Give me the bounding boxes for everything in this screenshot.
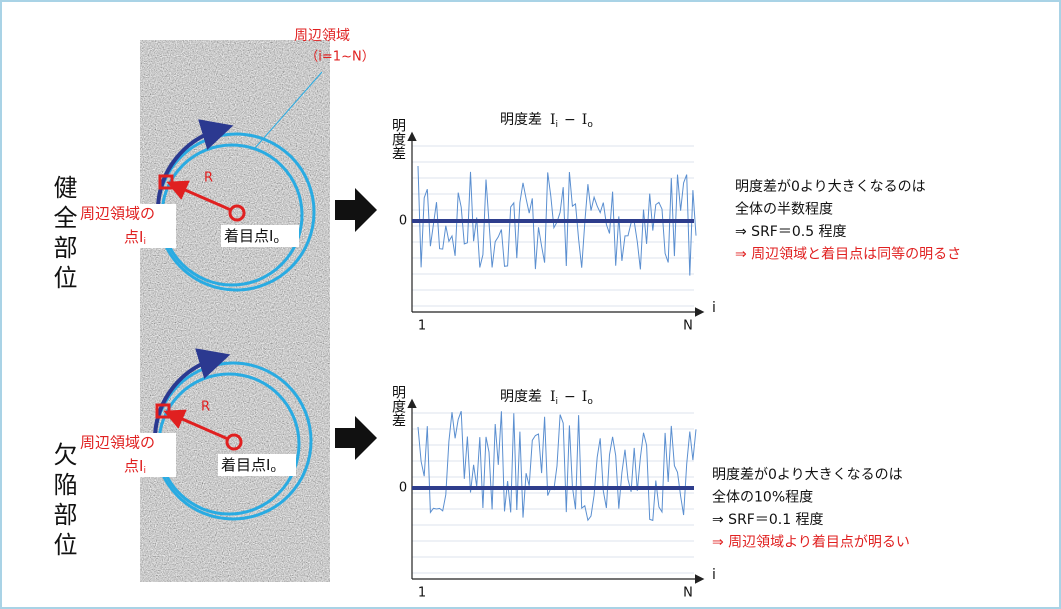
x-start-label: 1 — [418, 586, 426, 601]
x-end-label: N — [683, 319, 693, 334]
y-axis-label: 明度差 — [390, 385, 406, 427]
x-start-label: 1 — [418, 319, 426, 334]
region-range: （i=1~N） — [305, 50, 374, 65]
focus-label-sub: o — [273, 236, 279, 246]
note: 全体の半数程度 — [735, 201, 833, 218]
section-heading: 欠陥部位 — [49, 442, 77, 562]
surface-image — [140, 40, 330, 582]
point-label-sub: i — [143, 237, 146, 247]
point-label: 周辺領域の — [80, 205, 155, 223]
radius-label: R — [204, 171, 213, 186]
focus-label-sub: o — [270, 465, 276, 475]
zero-label: 0 — [399, 481, 407, 496]
note: 全体の10%程度 — [712, 489, 813, 506]
note: ⇒ SRF＝0.5 程度 — [735, 224, 847, 240]
focus-label: 着目点Io — [221, 456, 276, 475]
note: 明度差が0より大きくなるのは — [712, 467, 903, 483]
chart-title-sub: i — [556, 397, 559, 407]
diagram: 周辺領域 （i=1~N） 健全部位R周辺領域の点Ii着目点Io明度差Ii−Io明… — [0, 0, 1061, 609]
x-axis-label: i — [712, 300, 716, 316]
note: 明度差が0より大きくなるのは — [735, 179, 926, 195]
note: ⇒ 周辺領域より着目点が明るい — [712, 534, 910, 551]
chart-title-minus: − — [564, 389, 576, 405]
point-label: 点Ii — [124, 228, 146, 247]
chart-title-minus: − — [564, 112, 576, 128]
section-heading: 健全部位 — [49, 175, 77, 295]
chart-title-text: 明度差 — [500, 389, 542, 405]
focus-label-main: 着目点I — [224, 227, 273, 245]
chart-title-sub: i — [556, 120, 559, 130]
point-label-sub: i — [143, 466, 146, 476]
radius-label: R — [201, 400, 210, 415]
point-label-main: 点I — [124, 228, 143, 246]
focus-label: 着目点Io — [224, 227, 279, 246]
chart-title-sub: o — [587, 397, 593, 407]
zero-label: 0 — [399, 214, 407, 229]
x-axis-label: i — [712, 567, 716, 583]
note: ⇒ SRF＝0.1 程度 — [712, 512, 824, 528]
note: ⇒ 周辺領域と着目点は同等の明るさ — [735, 246, 961, 263]
point-label: 周辺領域の — [80, 434, 155, 452]
point-label-main: 点I — [124, 457, 143, 475]
focus-label-main: 着目点I — [221, 456, 270, 474]
point-label: 点Ii — [124, 457, 146, 476]
chart-title-text: 明度差 — [500, 112, 542, 128]
x-end-label: N — [683, 586, 693, 601]
y-axis-label: 明度差 — [390, 118, 406, 160]
region-label: 周辺領域 — [294, 27, 350, 44]
chart-title-sub: o — [587, 120, 593, 130]
